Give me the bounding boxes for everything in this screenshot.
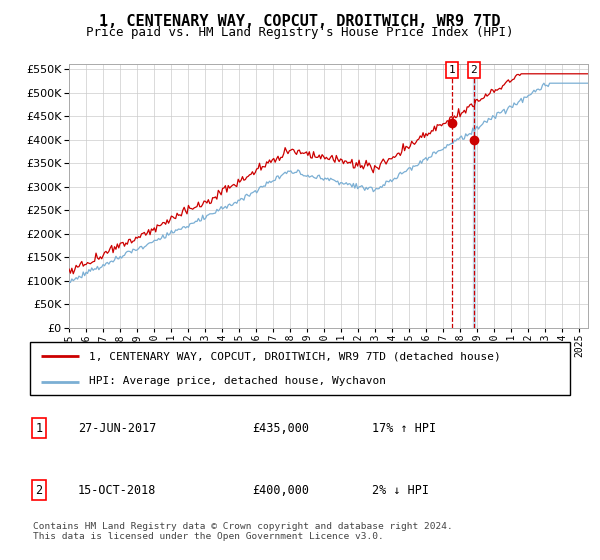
Text: 27-JUN-2017: 27-JUN-2017	[78, 422, 157, 435]
Text: 1: 1	[448, 65, 455, 75]
Text: 1, CENTENARY WAY, COPCUT, DROITWICH, WR9 7TD (detached house): 1, CENTENARY WAY, COPCUT, DROITWICH, WR9…	[89, 352, 501, 362]
Text: 15-OCT-2018: 15-OCT-2018	[78, 483, 157, 497]
Text: £400,000: £400,000	[252, 483, 309, 497]
Text: Contains HM Land Registry data © Crown copyright and database right 2024.
This d: Contains HM Land Registry data © Crown c…	[33, 522, 453, 542]
Bar	[473, 64, 475, 328]
Text: Price paid vs. HM Land Registry's House Price Index (HPI): Price paid vs. HM Land Registry's House …	[86, 26, 514, 39]
Text: 2: 2	[35, 483, 43, 497]
Text: 1, CENTENARY WAY, COPCUT, DROITWICH, WR9 7TD: 1, CENTENARY WAY, COPCUT, DROITWICH, WR9…	[99, 14, 501, 29]
Text: 17% ↑ HPI: 17% ↑ HPI	[372, 422, 436, 435]
FancyBboxPatch shape	[30, 342, 570, 395]
Text: 2: 2	[470, 65, 477, 75]
Text: HPI: Average price, detached house, Wychavon: HPI: Average price, detached house, Wych…	[89, 376, 386, 386]
Text: £435,000: £435,000	[252, 422, 309, 435]
Text: 1: 1	[35, 422, 43, 435]
Text: 2% ↓ HPI: 2% ↓ HPI	[372, 483, 429, 497]
